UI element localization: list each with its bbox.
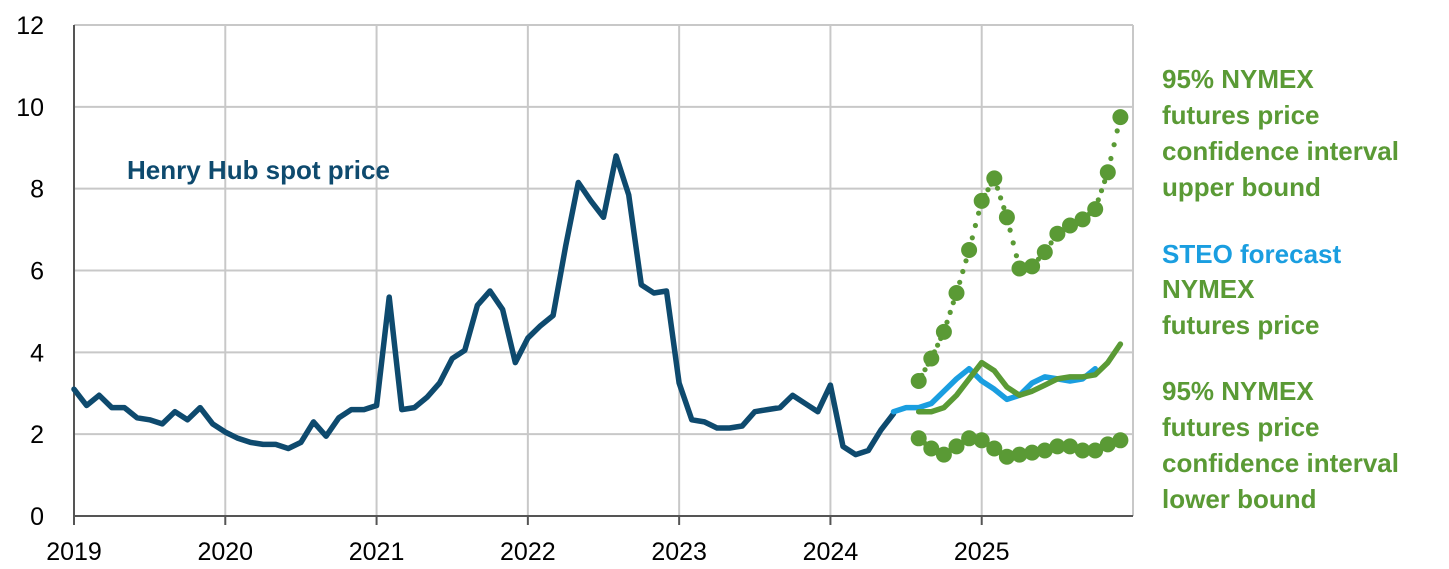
- lower-bound-point: [998, 448, 1015, 465]
- upper-bound-point: [1087, 201, 1104, 218]
- x-tick-label: 2025: [954, 538, 1010, 566]
- upper-bound-connector-dot: [950, 300, 956, 306]
- axes: [73, 25, 1133, 525]
- nymex-label-line-2: futures price: [1162, 310, 1320, 340]
- lower-bound-point: [1011, 446, 1028, 463]
- lower-bound-point: [910, 430, 927, 447]
- upper-bound-point: [1036, 244, 1053, 261]
- upper-bound-point: [986, 170, 1003, 187]
- x-tick-label: 2020: [197, 538, 253, 566]
- upper-bound-connector-dot: [922, 367, 928, 373]
- upper-bound-connector-dot: [1108, 155, 1114, 162]
- upper-bound-point: [973, 192, 990, 209]
- nymex-futures-line: [915, 341, 1124, 415]
- upper-bound-connector-dot: [1007, 227, 1013, 233]
- upper-bound-connector-dot: [998, 195, 1004, 201]
- lower-bound-point: [1049, 438, 1066, 455]
- upper-bound-connector-dot: [1048, 240, 1054, 246]
- lower-bound-point: [986, 440, 1003, 457]
- upper-bound-connector-dot: [960, 268, 966, 275]
- y-tick-label: 10: [16, 94, 44, 122]
- x-tick-label: 2019: [46, 538, 102, 566]
- y-axis-tick-labels: 0 2 4 6 8 10 12: [16, 12, 44, 531]
- upper-bound-label-line-1: 95% NYMEX: [1162, 64, 1314, 94]
- henry-hub-label: Henry Hub spot price: [127, 155, 390, 185]
- lower-bound-label-line-2: futures price: [1162, 412, 1320, 442]
- lower-bound-point: [1074, 442, 1091, 459]
- upper-bound-connector-dot: [976, 210, 982, 216]
- grid-lines: [74, 24, 1134, 516]
- upper-bound-point: [961, 242, 978, 258]
- upper-bound-connector-dot: [1001, 205, 1007, 211]
- series-lines: [71, 109, 1129, 465]
- lower-bound-point: [961, 430, 978, 447]
- upper-bound-connector-dot: [1013, 253, 1020, 259]
- lower-bound-point: [1024, 444, 1041, 461]
- y-tick-label: 4: [30, 339, 44, 367]
- upper-bound-point: [1074, 211, 1091, 228]
- upper-bound-point: [1112, 109, 1129, 126]
- lower-bound-point: [973, 432, 990, 449]
- upper-bound-point: [1099, 164, 1116, 181]
- upper-bound-connector-dot: [944, 319, 950, 325]
- upper-bound-point: [1011, 260, 1028, 277]
- y-tick-label: 6: [30, 258, 44, 286]
- upper-bound-connector-dot: [1098, 188, 1105, 194]
- upper-bound-connector-dot: [957, 279, 963, 285]
- upper-bound-point: [1049, 225, 1066, 242]
- upper-bound-connector-dot: [1102, 178, 1108, 185]
- x-tick-label: 2021: [349, 538, 405, 566]
- lower-bound-label-line-3: confidence interval: [1162, 448, 1399, 478]
- lower-bound-label-line-1: 95% NYMEX: [1162, 376, 1314, 406]
- x-tick-label: 2023: [651, 538, 707, 566]
- upper-bound-connector-dot: [1095, 197, 1101, 203]
- upper-bound-connector-dot: [935, 342, 941, 348]
- upper-bound-connector-dot: [1114, 128, 1120, 134]
- upper-bound-point: [923, 350, 940, 367]
- upper-bound-connector-dot: [1010, 240, 1016, 246]
- y-tick-label: 12: [16, 12, 44, 40]
- lower-bound-point: [1087, 442, 1104, 459]
- y-tick-label: 0: [30, 503, 44, 531]
- x-axis-tick-labels: 2019 2020 2021 2022 2023 2024 2025: [46, 538, 1009, 566]
- lower-bound-point: [1099, 436, 1116, 453]
- upper-bound-connector-dot: [994, 185, 1001, 191]
- upper-bound-connector-dot: [969, 235, 975, 241]
- upper-bound-label-line-2: futures price: [1162, 100, 1320, 130]
- upper-bound-point: [948, 285, 965, 301]
- upper-bound-point: [1062, 217, 1078, 234]
- lower-bound-point: [1112, 432, 1129, 449]
- lower-bound-label-line-4: lower bound: [1162, 484, 1317, 514]
- upper-bound-point: [910, 373, 927, 389]
- x-tick-label: 2024: [803, 538, 859, 566]
- upper-bound-connector-dot: [985, 187, 991, 193]
- lower-bound-point: [1062, 438, 1078, 455]
- upper-bound-connector-dot: [947, 309, 953, 315]
- lower-bound-point: [935, 446, 952, 463]
- upper-bound-point: [935, 323, 952, 340]
- upper-bound-point: [998, 209, 1015, 226]
- upper-bound-connector-dot: [972, 222, 979, 229]
- steo-forecast-label: STEO forecast: [1162, 239, 1342, 269]
- upper-bound-label-line-4: upper bound: [1162, 172, 1321, 202]
- nymex-label-line-1: NYMEX: [1162, 274, 1255, 304]
- lower-bound-point: [948, 438, 965, 455]
- henry-hub-line: [71, 153, 897, 458]
- upper-bound-connector-dot: [1111, 142, 1117, 148]
- upper-bound-point: [1024, 258, 1041, 275]
- y-tick-label: 2: [30, 421, 44, 449]
- upper-bound-label-line-3: confidence interval: [1162, 136, 1399, 166]
- y-tick-label: 8: [30, 176, 44, 204]
- lower-bound-point: [1036, 442, 1053, 459]
- lower-bound-point: [923, 440, 940, 457]
- x-tick-label: 2022: [500, 538, 556, 566]
- upper-bound-connector-dot: [963, 258, 969, 264]
